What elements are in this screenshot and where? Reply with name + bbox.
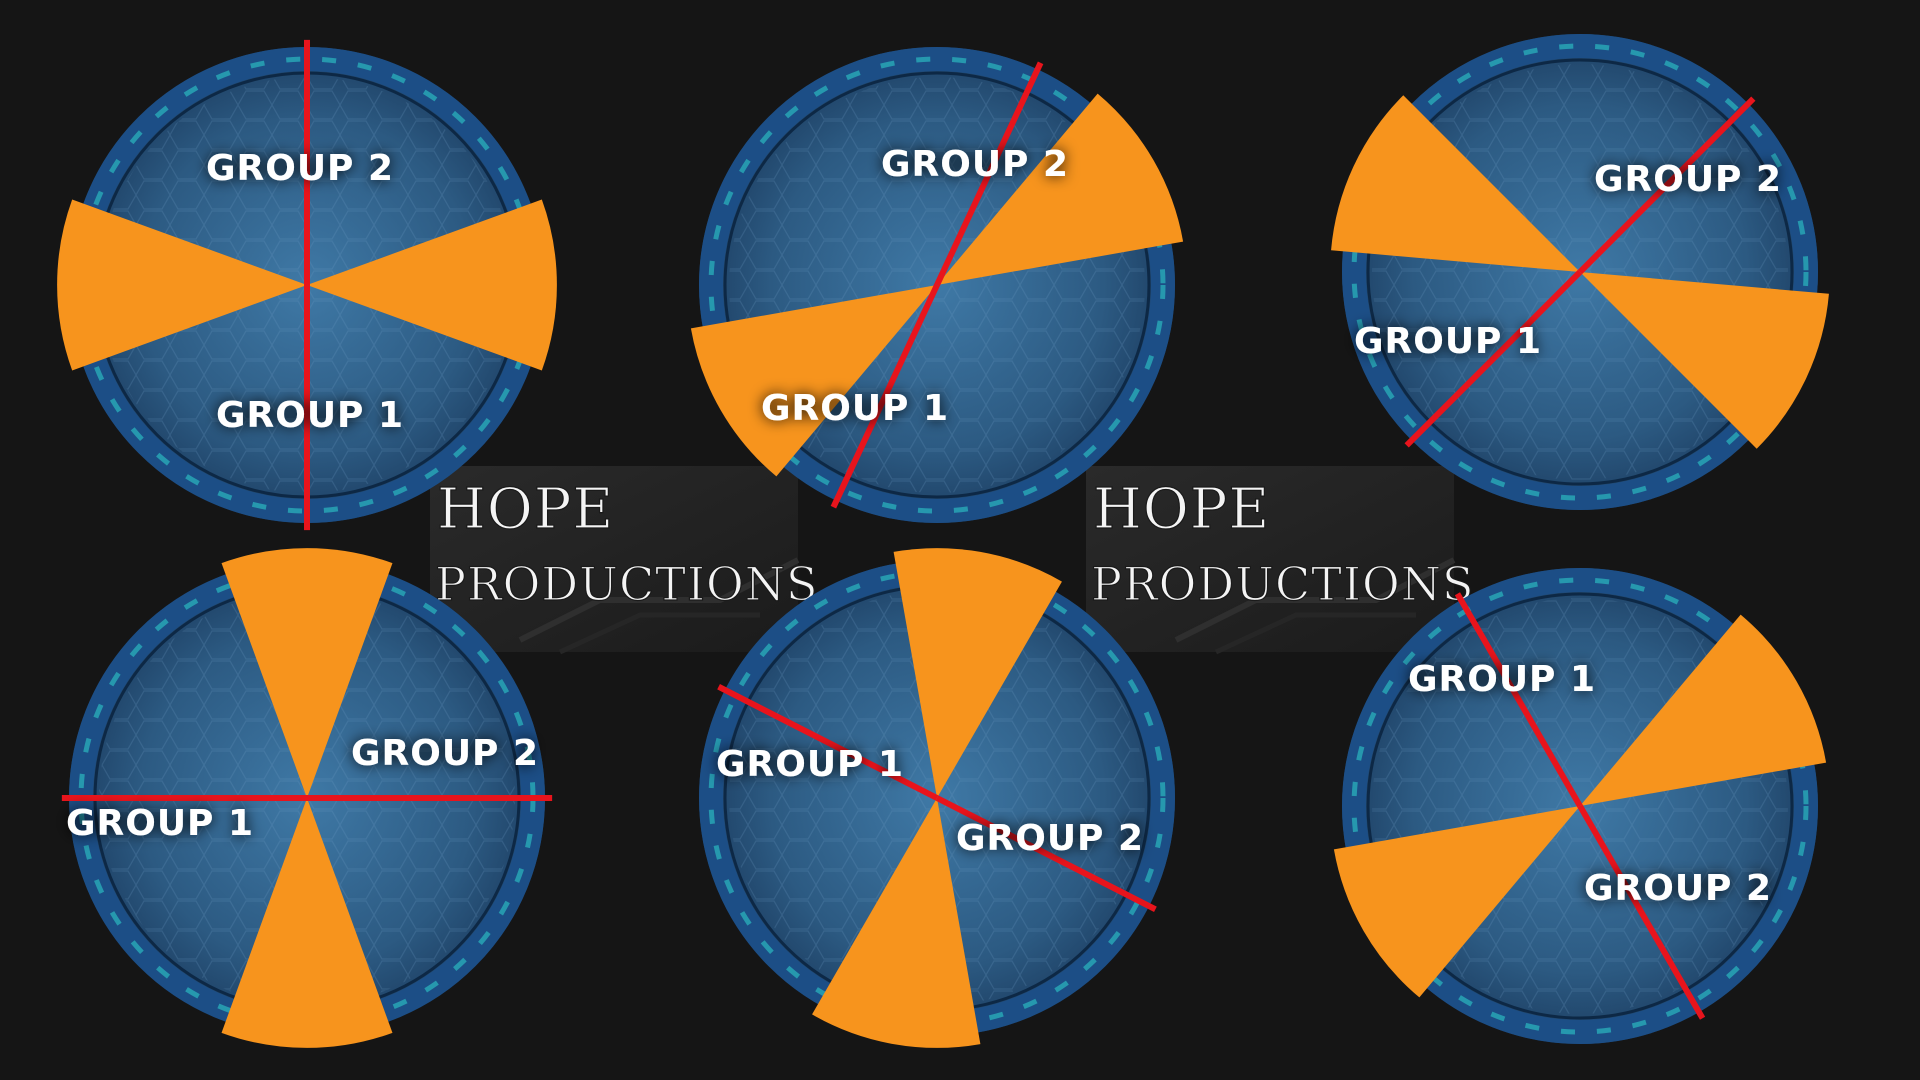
orange-wedge bbox=[690, 285, 937, 477]
orange-wedge bbox=[221, 798, 393, 1048]
banner-hope-productions-right: HOPE PRODUCTIONS bbox=[1086, 466, 1474, 655]
red-divider-line bbox=[830, 283, 940, 509]
red-divider-line bbox=[1577, 804, 1706, 1020]
red-divider-line bbox=[717, 684, 939, 801]
orange-wedge bbox=[307, 199, 557, 371]
red-divider-line bbox=[1404, 269, 1583, 448]
banner-title-line2: PRODUCTIONS bbox=[435, 557, 818, 611]
group-label: GROUP 2 bbox=[1584, 868, 1772, 909]
orange-wedge bbox=[221, 548, 393, 798]
group-label: GROUP 2 bbox=[206, 148, 394, 189]
orange-wedge bbox=[1333, 806, 1580, 998]
orange-wedge bbox=[1580, 614, 1827, 806]
banner-title-line1: HOPE bbox=[1093, 477, 1270, 542]
rotation-diagram: GROUP 2 GROUP 1 bbox=[1331, 34, 1829, 510]
rotation-diagram: GROUP 2 GROUP 1 bbox=[699, 548, 1175, 1048]
group-label: GROUP 1 bbox=[1408, 659, 1596, 700]
group-label: GROUP 1 bbox=[66, 803, 254, 844]
orange-wedge bbox=[1580, 272, 1829, 449]
orange-wedge bbox=[812, 798, 981, 1048]
group-label: GROUP 2 bbox=[881, 144, 1069, 185]
rotation-diagram: GROUP 2 GROUP 1 bbox=[1333, 568, 1827, 1044]
rotation-diagram: GROUP 2 GROUP 1 bbox=[57, 39, 557, 531]
red-divider-line bbox=[934, 61, 1044, 287]
red-divider-line bbox=[935, 795, 1157, 912]
orange-wedge bbox=[57, 199, 307, 371]
group-label: GROUP 2 bbox=[1594, 159, 1782, 200]
arena-ring-glow bbox=[1351, 43, 1809, 501]
rotation-diagram: GROUP 2 GROUP 1 bbox=[690, 47, 1184, 523]
red-divider-line bbox=[1454, 592, 1583, 808]
arena-ring-glow bbox=[708, 569, 1166, 1027]
group-label: GROUP 2 bbox=[351, 733, 539, 774]
arena-ring-glow bbox=[708, 56, 1166, 514]
rotation-diagram: GROUP 2 GROUP 1 bbox=[61, 548, 553, 1048]
orange-wedge bbox=[937, 93, 1184, 285]
orange-wedge bbox=[893, 548, 1062, 798]
group-label: GROUP 2 bbox=[956, 818, 1144, 859]
group-label: GROUP 1 bbox=[1354, 321, 1542, 362]
group-label: GROUP 1 bbox=[761, 388, 949, 429]
group-label: GROUP 1 bbox=[716, 744, 904, 785]
red-divider-line bbox=[1577, 96, 1756, 275]
arena-inner-edge bbox=[1366, 58, 1794, 486]
arena-inner-edge bbox=[1366, 592, 1794, 1020]
orange-wedge bbox=[1331, 95, 1580, 273]
arena-ring-glow bbox=[1351, 577, 1809, 1035]
group-label: GROUP 1 bbox=[216, 395, 404, 436]
banner-title-line2: PRODUCTIONS bbox=[1091, 557, 1474, 611]
banner-hope-productions-left: HOPE PRODUCTIONS bbox=[430, 466, 818, 655]
banner-title-line1: HOPE bbox=[437, 477, 614, 542]
arena-inner-edge bbox=[723, 71, 1151, 499]
